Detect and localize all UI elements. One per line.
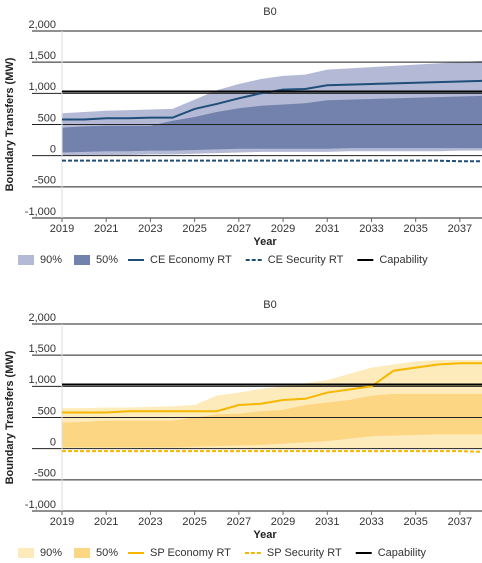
y-tick-label: -500 <box>34 468 56 480</box>
x-tick-label: 2023 <box>138 516 162 528</box>
series-line <box>62 159 482 163</box>
x-tick-label: 2033 <box>359 516 383 528</box>
legend-label: 50% <box>96 254 118 266</box>
legend-label: Capability <box>378 547 427 559</box>
x-tick-label: 2021 <box>94 516 118 528</box>
x-tick-label: 2037 <box>448 516 472 528</box>
x-axis-title: Year <box>253 236 277 248</box>
x-tick-label: 2035 <box>403 516 427 528</box>
x-tick-label: 2029 <box>271 516 295 528</box>
chart: B0 -1,000 -500 0 500 1,000 1,500 2,000 2019 2021 2… <box>4 6 482 266</box>
x-tick-label: 2023 <box>138 223 162 235</box>
x-tick-label: 2037 <box>448 223 472 235</box>
x-tick-label: 2019 <box>50 223 74 235</box>
x-tick-label: 2031 <box>315 516 339 528</box>
legend-swatch <box>74 548 90 558</box>
y-tick-label: 500 <box>38 112 56 124</box>
legend-label: SP Economy RT <box>150 547 231 559</box>
legend-label: CE Economy RT <box>150 254 232 266</box>
y-tick-label: 1,500 <box>28 50 56 62</box>
x-tick-label: 2019 <box>50 516 74 528</box>
x-tick-label: 2029 <box>271 223 295 235</box>
band-area <box>62 393 482 448</box>
y-tick-label: 1,000 <box>28 81 56 93</box>
chart-title: B0 <box>263 6 276 18</box>
legend-label: Capability <box>379 254 428 266</box>
x-tick-label: 2025 <box>182 223 206 235</box>
legend-label: 90% <box>40 547 62 559</box>
legend-label: 90% <box>40 254 62 266</box>
y-tick-label: 1,000 <box>28 374 56 386</box>
y-tick-label: 0 <box>50 144 56 156</box>
legend-label: SP Security RT <box>267 547 342 559</box>
y-axis-title: Boundary Transfers (MW) <box>4 57 16 191</box>
x-tick-label: 2021 <box>94 223 118 235</box>
y-tick-label: 1,500 <box>28 343 56 355</box>
legend-swatch <box>74 255 90 265</box>
legend-swatch <box>18 255 34 265</box>
y-tick-label: -500 <box>34 175 56 187</box>
y-tick-label: 500 <box>38 405 56 417</box>
x-tick-label: 2025 <box>182 516 206 528</box>
y-tick-label: -1,000 <box>25 206 56 218</box>
chart-title: B0 <box>263 299 276 311</box>
x-tick-label: 2027 <box>227 516 251 528</box>
legend-label: 50% <box>96 547 118 559</box>
x-tick-label: 2027 <box>227 223 251 235</box>
chart: B0 -1,000 -500 0 500 1,000 1,500 2,000 2019 2021 2… <box>4 299 482 559</box>
x-tick-label: 2033 <box>359 223 383 235</box>
series-line <box>62 362 482 414</box>
y-tick-label: -1,000 <box>25 499 56 511</box>
x-axis-title: Year <box>253 529 277 541</box>
legend-swatch <box>18 548 34 558</box>
y-axis-title: Boundary Transfers (MW) <box>4 350 16 484</box>
y-tick-label: 0 <box>50 437 56 449</box>
series-line <box>62 450 482 453</box>
x-tick-label: 2031 <box>315 223 339 235</box>
y-tick-label: 2,000 <box>28 19 56 31</box>
x-tick-label: 2035 <box>403 223 427 235</box>
y-tick-label: 2,000 <box>28 312 56 324</box>
legend-label: CE Security RT <box>268 254 344 266</box>
